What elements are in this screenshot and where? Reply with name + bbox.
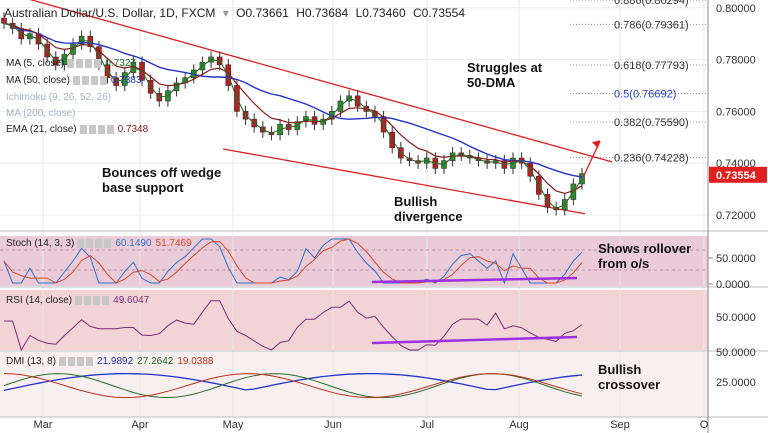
rsi-panel-bg <box>0 290 708 350</box>
dmi-tick-label: 50.0000 <box>716 347 756 359</box>
ma200-legend[interactable]: MA (200, close) <box>6 108 76 119</box>
wedge-lower-line <box>222 148 586 215</box>
dmi-panel-bg <box>0 352 708 417</box>
ichimoku-legend[interactable]: Ichimoku (9, 26, 52, 26) <box>6 92 112 103</box>
annotation-dma: Struggles at 50-DMA <box>467 60 543 90</box>
symbol-title: Australian Dollar/U.S. Dollar, 1D, FXCM <box>4 6 216 20</box>
x-tick-label: Sep <box>610 419 630 431</box>
fib-level-label: 0.5(0.76692) <box>614 88 676 100</box>
ma50-line <box>3 22 583 178</box>
fib-level-label: 0.382(0.75590) <box>614 117 689 129</box>
ohlc-close: C0.73554 <box>412 6 466 20</box>
wedge-upper-line <box>29 0 613 163</box>
ma5-line <box>3 22 583 210</box>
fib-level-label: 0.886(0.80294) <box>614 0 689 7</box>
stoch-tick-label: 50.0000 <box>716 253 756 265</box>
fib-level-label: 0.618(0.77793) <box>614 60 689 72</box>
x-tick-label: Apr <box>131 419 148 431</box>
stoch-panel-bg <box>0 236 708 286</box>
price-tick-label: 0.80000 <box>716 3 756 15</box>
rsi-divergence-line <box>371 335 578 345</box>
x-tick-label: Jul <box>420 419 434 431</box>
annotation-divergence: Bullish divergence <box>394 194 463 224</box>
current-price-tag <box>709 166 767 183</box>
rsi-line <box>4 300 583 352</box>
current-price-label: 0.73554 <box>716 170 757 182</box>
x-tick-label: May <box>223 419 244 431</box>
ema21-legend[interactable]: EMA (21, close) 0.7348 <box>6 124 149 135</box>
x-tick-label: O <box>700 419 709 431</box>
price-tick-label: 0.76000 <box>716 106 756 118</box>
stoch-d-line <box>3 238 583 284</box>
dmi-tick-label: 25.0000 <box>716 377 756 389</box>
rsi-tick-label: 50.0000 <box>716 312 756 324</box>
fib-level-label: 0.236(0.74228) <box>614 152 689 164</box>
projection-arrow-head <box>592 140 600 149</box>
stoch-legend[interactable]: Stoch (14, 3, 3) 60.1490 51.7469 <box>6 238 192 249</box>
fib-level-label: 0.786(0.79361) <box>614 19 689 31</box>
ma5-legend[interactable]: MA (5, close) 0.7327 <box>6 58 136 69</box>
dropdown-icon[interactable]: ▾ <box>222 6 229 20</box>
stoch-divergence-line <box>371 276 578 284</box>
x-tick-label: Aug <box>509 419 529 431</box>
x-tick-label: Jun <box>324 419 342 431</box>
dmi-minus-line <box>3 373 583 399</box>
stoch-tick-label: 0.0000 <box>716 279 750 291</box>
annotation-wedge: Bounces off wedge base support <box>102 165 222 195</box>
annotation-rollover: Shows rollover from o/s <box>598 241 692 271</box>
dmi-legend[interactable]: DMI (13, 8) 21.9892 27.2642 19.0388 <box>6 356 214 367</box>
price-tick-label: 0.78000 <box>716 55 756 67</box>
ema21-line <box>3 22 583 195</box>
rsi-legend[interactable]: RSI (14, close) 49.6047 <box>6 295 150 306</box>
ohlc-high: H0.73684 <box>296 6 349 20</box>
ohlc-open: O0.73661 <box>236 6 289 20</box>
ma50-legend[interactable]: MA (50, close) 0.7383 <box>6 75 142 86</box>
ohlc-low: L0.73460 <box>355 6 406 20</box>
price-tick-label: 0.72000 <box>716 210 756 222</box>
stoch-k-line <box>3 238 583 285</box>
candle-body <box>579 173 585 185</box>
chart-header: Australian Dollar/U.S. Dollar, 1D, FXCM … <box>4 6 469 20</box>
x-tick-label: Mar <box>34 419 53 431</box>
annotation-crossover: Bullish crossover <box>598 362 661 392</box>
